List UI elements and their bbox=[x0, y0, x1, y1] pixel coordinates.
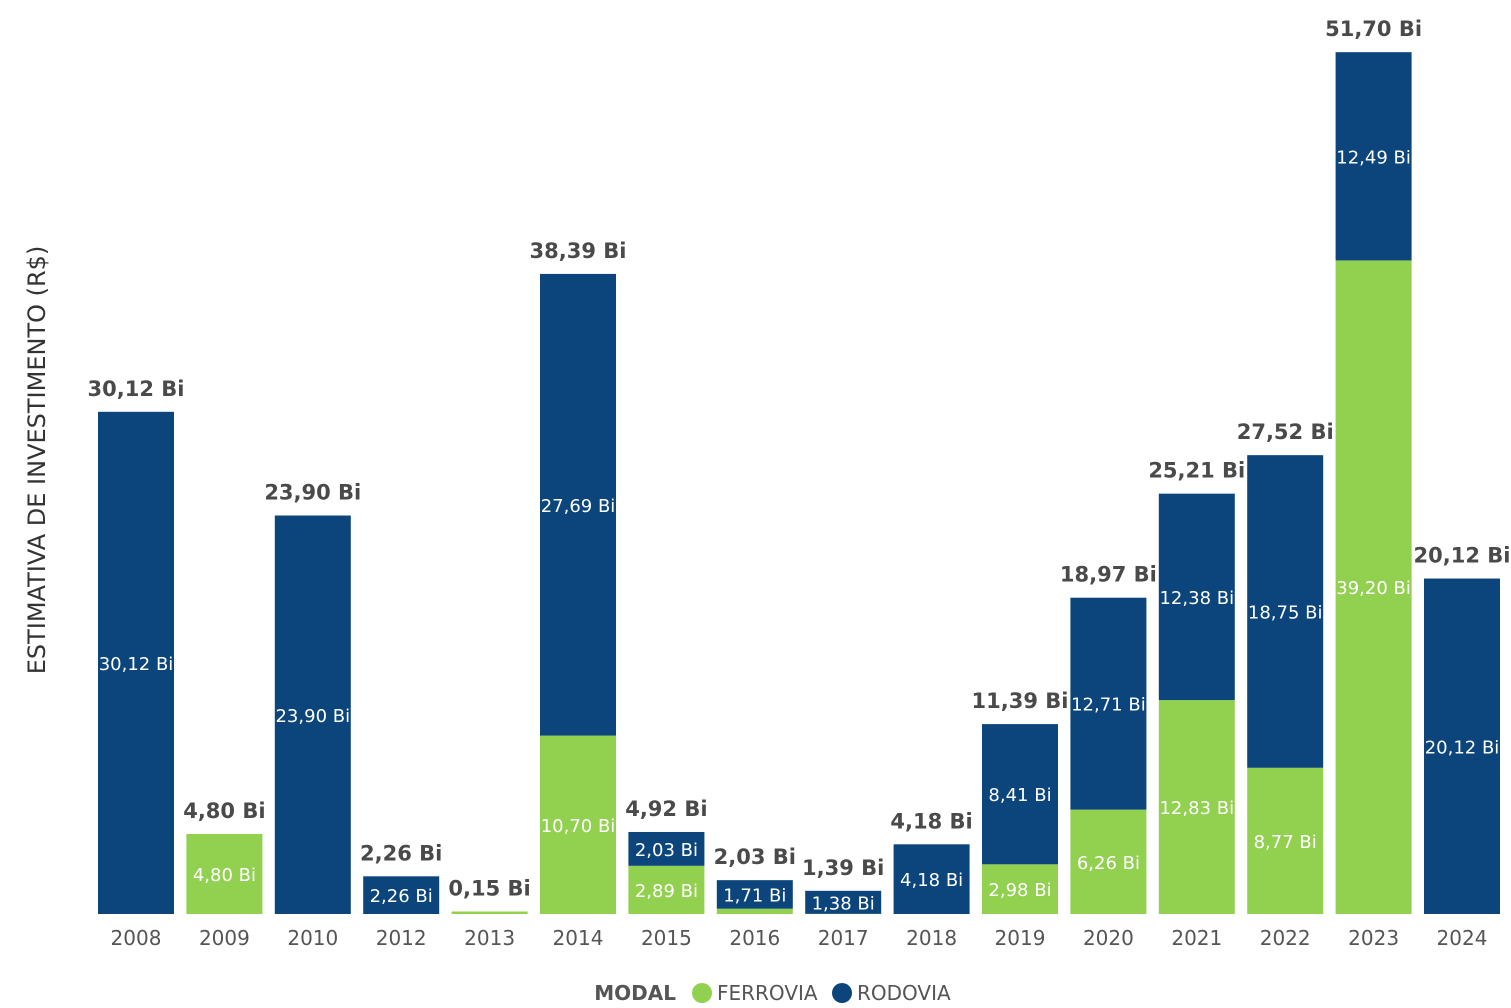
bar-segment-rodovia-2021 bbox=[1158, 493, 1235, 701]
segment-label-rodovia-2018: 4,18 Bi bbox=[900, 870, 963, 891]
x-tick-label-2024: 2024 bbox=[1437, 926, 1488, 950]
segment-label-ferrovia-2009: 4,80 Bi bbox=[193, 865, 256, 886]
bar-segment-ferrovia-2022 bbox=[1247, 767, 1324, 914]
total-label-2022: 27,52 Bi bbox=[1237, 420, 1334, 444]
total-label-2023: 51,70 Bi bbox=[1325, 17, 1422, 41]
bar-segment-ferrovia-2021 bbox=[1158, 700, 1235, 914]
y-axis-title: ESTIMATIVA DE INVESTIMENTO (R$) bbox=[23, 246, 51, 675]
x-tick-label-2013: 2013 bbox=[464, 926, 515, 950]
bar-segment-rodovia-2015 bbox=[628, 831, 705, 866]
bar-segment-rodovia-2014 bbox=[540, 273, 616, 736]
segment-label-ferrovia-2020: 6,26 Bi bbox=[1077, 853, 1140, 874]
segment-label-rodovia-2023: 12,49 Bi bbox=[1336, 147, 1411, 168]
total-label-2012: 2,26 Bi bbox=[360, 841, 442, 865]
x-tick-label-2015: 2015 bbox=[641, 926, 692, 950]
segment-label-ferrovia-2022: 8,77 Bi bbox=[1254, 832, 1317, 853]
total-label-2019: 11,39 Bi bbox=[972, 689, 1069, 713]
bar-segment-rodovia-2023 bbox=[1335, 52, 1412, 261]
bar-segment-ferrovia-2016 bbox=[716, 908, 793, 914]
segment-label-rodovia-2012: 2,26 Bi bbox=[370, 886, 433, 907]
bar-segment-rodovia-2010 bbox=[274, 515, 351, 914]
bar-segment-rodovia-2008 bbox=[98, 411, 174, 914]
bar-segment-ferrovia-2013 bbox=[451, 911, 528, 914]
x-tick-label-2018: 2018 bbox=[906, 926, 957, 950]
segment-label-rodovia-2024: 20,12 Bi bbox=[1425, 737, 1500, 758]
x-tick-label-2020: 2020 bbox=[1083, 926, 1134, 950]
segment-label-ferrovia-2014: 10,70 Bi bbox=[541, 816, 616, 837]
segment-label-rodovia-2008: 30,12 Bi bbox=[99, 654, 174, 675]
bar-segment-rodovia-2024 bbox=[1424, 578, 1500, 914]
total-label-2016: 2,03 Bi bbox=[714, 845, 796, 869]
x-tick-label-2019: 2019 bbox=[995, 926, 1046, 950]
segment-label-ferrovia-2023: 39,20 Bi bbox=[1336, 578, 1411, 599]
segment-label-ferrovia-2019: 2,98 Bi bbox=[988, 880, 1051, 901]
x-tick-label-2009: 2009 bbox=[199, 926, 250, 950]
total-label-2008: 30,12 Bi bbox=[88, 377, 185, 401]
legend-title: MODAL bbox=[594, 981, 676, 1005]
bar-segment-rodovia-2016 bbox=[716, 880, 793, 909]
segment-label-ferrovia-2021: 12,83 Bi bbox=[1159, 798, 1234, 819]
total-label-2021: 25,21 Bi bbox=[1148, 459, 1245, 483]
x-tick-label-2008: 2008 bbox=[111, 926, 162, 950]
bar-segment-ferrovia-2020 bbox=[1070, 809, 1147, 914]
bar-segment-ferrovia-2019 bbox=[982, 864, 1058, 914]
total-label-2024: 20,12 Bi bbox=[1414, 544, 1511, 568]
total-label-2009: 4,80 Bi bbox=[183, 799, 265, 823]
total-label-2015: 4,92 Bi bbox=[625, 797, 707, 821]
segment-label-rodovia-2022: 18,75 Bi bbox=[1248, 602, 1323, 623]
x-tick-label-2014: 2014 bbox=[553, 926, 604, 950]
x-tick-label-2023: 2023 bbox=[1348, 926, 1399, 950]
bar-segment-rodovia-2019 bbox=[982, 724, 1058, 865]
total-label-2020: 18,97 Bi bbox=[1060, 563, 1157, 587]
segment-label-rodovia-2020: 12,71 Bi bbox=[1071, 695, 1146, 716]
bars-group: 30,12 Bi 30,12 Bi 2008 4,80 Bi 4,80 Bi 2009 23… bbox=[88, 17, 1511, 950]
segment-label-rodovia-2019: 8,41 Bi bbox=[988, 785, 1051, 806]
total-label-2010: 23,90 Bi bbox=[264, 481, 361, 505]
segment-label-rodovia-2017: 1,38 Bi bbox=[812, 893, 875, 914]
segment-label-rodovia-2015: 2,03 Bi bbox=[635, 840, 698, 861]
bar-segment-rodovia-2012 bbox=[363, 876, 440, 914]
total-label-2018: 4,18 Bi bbox=[890, 809, 972, 833]
legend-label-rodovia: RODOVIA bbox=[857, 981, 951, 1005]
bar-segment-ferrovia-2023 bbox=[1335, 260, 1412, 914]
bar-segment-rodovia-2018 bbox=[893, 844, 970, 914]
x-tick-label-2010: 2010 bbox=[287, 926, 338, 950]
bar-segment-ferrovia-2014 bbox=[540, 735, 616, 914]
segment-label-rodovia-2010: 23,90 Bi bbox=[275, 706, 350, 727]
bar-segment-rodovia-2020 bbox=[1070, 597, 1147, 810]
legend: MODAL FERROVIA RODOVIA bbox=[594, 981, 951, 1005]
x-tick-label-2012: 2012 bbox=[376, 926, 427, 950]
segment-label-rodovia-2016: 1,71 Bi bbox=[723, 885, 786, 906]
legend-swatch-rodovia bbox=[832, 983, 852, 1003]
bar-segment-ferrovia-2015 bbox=[628, 865, 705, 914]
legend-swatch-ferrovia bbox=[692, 983, 712, 1003]
segment-label-ferrovia-2015: 2,89 Bi bbox=[635, 881, 698, 902]
bar-segment-rodovia-2017 bbox=[805, 890, 882, 914]
x-tick-label-2022: 2022 bbox=[1260, 926, 1311, 950]
x-tick-label-2017: 2017 bbox=[818, 926, 869, 950]
total-label-2017: 1,39 Bi bbox=[802, 856, 884, 880]
segment-label-rodovia-2014: 27,69 Bi bbox=[541, 496, 616, 517]
legend-label-ferrovia: FERROVIA bbox=[717, 981, 818, 1005]
segment-label-rodovia-2021: 12,38 Bi bbox=[1159, 588, 1234, 609]
bar-segment-rodovia-2022 bbox=[1247, 455, 1324, 768]
x-tick-label-2016: 2016 bbox=[729, 926, 780, 950]
bar-segment-ferrovia-2009 bbox=[186, 833, 263, 914]
total-label-2014: 38,39 Bi bbox=[530, 239, 627, 263]
total-label-2013: 0,15 Bi bbox=[448, 876, 530, 900]
x-tick-label-2021: 2021 bbox=[1171, 926, 1222, 950]
